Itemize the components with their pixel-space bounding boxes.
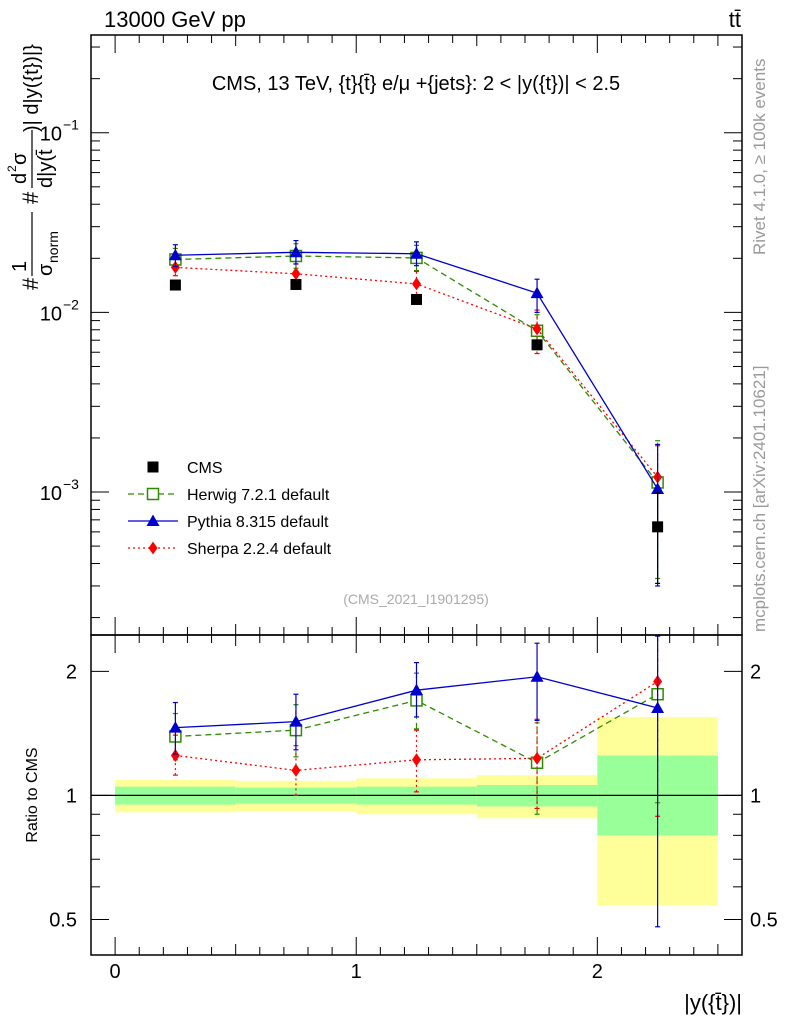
x-axis-label: |y({t̄})| — [684, 990, 742, 1015]
y-tick-label: 10 — [40, 124, 62, 146]
cms-point — [290, 278, 302, 290]
mcplots-label: mcplots.cern.ch [arXiv:2401.10621] — [750, 366, 769, 632]
sherpa-legend-marker — [148, 541, 158, 555]
ylabel-sigma2: σ — [9, 152, 31, 165]
pythia-legend-marker — [146, 514, 160, 526]
pythia-point — [651, 701, 665, 713]
ratio-y-tick-label-right: 1 — [750, 785, 761, 807]
herwig-legend-marker — [146, 487, 160, 501]
ylabel-hash2: # — [18, 191, 43, 204]
pythia-legend-label: Pythia 8.315 default — [187, 514, 329, 531]
cms-legend-marker — [147, 461, 159, 473]
ylabel-prefix: # — [18, 277, 43, 290]
pythia-point — [530, 670, 544, 682]
ratio-y-tick-label-right: 0.5 — [750, 909, 778, 931]
cms-point — [169, 279, 181, 291]
main-y-axis-label: # 1 σ norm # d 2 σ d|y(t̄ )| d|y({t})|} — [5, 44, 61, 290]
pythia-point — [289, 245, 303, 258]
x-tick-label: 0 — [110, 961, 121, 983]
y-tick-label: 10 — [40, 483, 62, 505]
main-plot-panel: 10−110−210−3 CMS, 13 TeV, {t}{t̄} e/μ +{… — [5, 34, 743, 636]
ylabel-norm: norm — [45, 231, 61, 263]
main-plot-content — [168, 239, 665, 587]
cms-point — [652, 521, 664, 533]
sherpa-point — [291, 763, 301, 777]
y-tick-exponent: −1 — [63, 117, 79, 133]
ratio-y-tick-label: 1 — [66, 785, 77, 807]
pythia-point — [289, 715, 303, 727]
sherpa-point — [170, 748, 180, 762]
y-tick-exponent: −3 — [63, 476, 79, 492]
ratio-y-tick-label: 0.5 — [49, 909, 77, 931]
plot-title: CMS, 13 TeV, {t}{t̄} e/μ +{jets}: 2 < |y… — [212, 73, 620, 95]
rivet-label: Rivet 4.1.0, ≥ 100k events — [750, 59, 769, 255]
ylabel-one: 1 — [9, 261, 31, 272]
legend: CMS Herwig 7.2.1 default Pythia 8.315 defa… — [128, 460, 332, 558]
ylabel-sup2: 2 — [5, 165, 19, 172]
pythia-point — [410, 683, 423, 696]
sherpa-legend-label: Sherpa 2.2.4 default — [187, 541, 332, 558]
sherpa-point — [412, 277, 421, 291]
ylabel-sigma: σ — [35, 263, 57, 276]
ratio-y-tick-label-right: 2 — [750, 661, 761, 683]
ratio-axes: 0.5 0.5 1 1 2 2 0 1 2 — [49, 635, 778, 983]
cms-legend-label: CMS — [187, 460, 223, 477]
sherpa-line — [175, 680, 658, 772]
sherpa-point — [170, 260, 180, 274]
cms-point — [411, 293, 422, 305]
sherpa-point — [532, 751, 542, 765]
sherpa-point — [412, 753, 421, 767]
ylabel-d2: d — [9, 173, 31, 184]
pythia-point — [168, 721, 182, 733]
ratio-content — [91, 635, 742, 928]
ratio-y-tick-label: 2 — [66, 661, 77, 683]
x-tick-label: 2 — [592, 961, 603, 983]
ylabel-tail: )| d|y({t})|} — [21, 44, 43, 132]
watermark: (CMS_2021_I1901295) — [343, 591, 489, 607]
x-tick-label: 1 — [351, 961, 362, 983]
pythia-point — [410, 247, 423, 259]
ratio-y-axis-label: Ratio to CMS — [24, 747, 41, 842]
y-tick-exponent: −2 — [63, 296, 79, 312]
ylabel-den: d|y(t̄ — [35, 149, 57, 188]
cms-point — [531, 339, 543, 351]
sherpa-point — [532, 322, 542, 336]
ratio-panel: 0.5 0.5 1 1 2 2 0 1 2 Ratio to CMS |y({t̄})| — [24, 634, 778, 1015]
sherpa-point — [291, 267, 301, 281]
header-left: 13000 GeV pp — [104, 7, 246, 32]
pythia-point — [530, 286, 544, 299]
herwig-legend-label: Herwig 7.2.1 default — [187, 487, 330, 504]
main-plot-axes: 10−110−210−3 — [40, 35, 742, 635]
y-tick-label: 10 — [40, 303, 62, 325]
pythia-point — [168, 248, 182, 261]
pythia-point — [651, 482, 665, 494]
header-right: tt̄ — [729, 7, 741, 32]
